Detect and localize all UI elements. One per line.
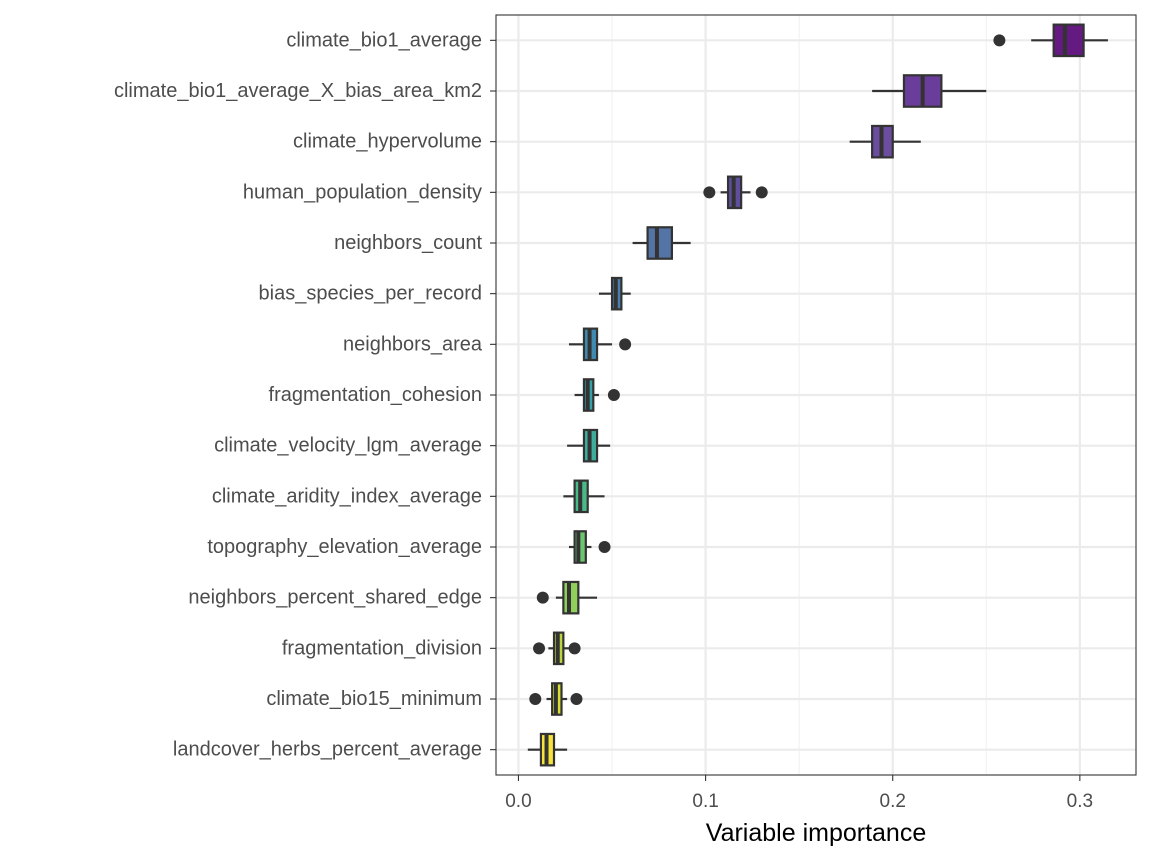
- outlier-point: [529, 693, 542, 705]
- outlier-point: [598, 541, 611, 553]
- box-climate_bio15_minimum: [529, 682, 583, 716]
- outlier-point: [703, 186, 716, 199]
- x-tick-label: 0.0: [505, 791, 531, 812]
- outlier-point: [570, 693, 583, 705]
- y-tick-label: neighbors_count: [334, 232, 482, 254]
- y-tick-label: topography_elevation_average: [207, 536, 482, 558]
- y-tick-label: neighbors_percent_shared_edge: [188, 587, 482, 609]
- outlier-point: [755, 186, 768, 199]
- y-tick-label: climate_velocity_lgm_average: [214, 435, 482, 457]
- box-climate_hypervolume: [849, 124, 921, 159]
- outlier-point: [568, 642, 581, 655]
- box-neighbors_percent_shared_edge: [536, 580, 598, 615]
- box-layer: [527, 23, 1108, 767]
- y-tick-label: climate_aridity_index_average: [212, 485, 482, 507]
- y-tick-label: climate_bio1_average_X_bias_area_km2: [114, 80, 482, 102]
- outlier-point: [536, 591, 549, 604]
- box-fragmentation_cohesion: [574, 378, 620, 412]
- box-human_population_density: [703, 175, 768, 210]
- box-neighbors_count: [632, 226, 691, 260]
- x-tick-label: 0.3: [1067, 791, 1093, 812]
- x-tick-label: 0.1: [692, 791, 718, 812]
- box-climate_aridity_index_average: [563, 479, 605, 514]
- box-iqr: [1052, 23, 1085, 58]
- box-climate_bio1_average: [993, 23, 1108, 58]
- x-tick-label: 0.2: [880, 791, 906, 812]
- box-topography_elevation_average: [568, 530, 611, 564]
- box-neighbors_area: [568, 327, 632, 362]
- y-tick-label: fragmentation_cohesion: [269, 384, 482, 406]
- box-climate_velocity_lgm_average: [567, 428, 611, 463]
- y-tick-label: neighbors_area: [343, 333, 483, 355]
- y-axis: climate_bio1_average climate_bio1_average…: [114, 29, 496, 761]
- y-tick-label: fragmentation_division: [282, 637, 482, 659]
- x-axis: 0.0 0.1 0.2 0.3: [505, 775, 1093, 812]
- outlier-point: [993, 34, 1006, 47]
- box-landcover_herbs_percent_average: [527, 732, 568, 767]
- outlier-point: [533, 642, 546, 655]
- box-iqr: [646, 226, 674, 260]
- outlier-point: [619, 338, 632, 351]
- y-tick-label: climate_bio15_minimum: [266, 688, 482, 710]
- y-tick-label: climate_bio1_average: [286, 29, 482, 51]
- y-tick-label: landcover_herbs_percent_average: [173, 739, 482, 761]
- x-axis-title: Variable importance: [706, 819, 926, 847]
- y-tick-label: climate_hypervolume: [293, 131, 482, 153]
- y-tick-label: human_population_density: [243, 181, 482, 203]
- y-tick-label: bias_species_per_record: [259, 283, 482, 305]
- box-bias_species_per_record: [598, 276, 631, 311]
- box-fragmentation_division: [533, 631, 581, 666]
- box-climate_bio1_average_X_bias_area_km2: [872, 74, 987, 108]
- outlier-point: [607, 389, 620, 401]
